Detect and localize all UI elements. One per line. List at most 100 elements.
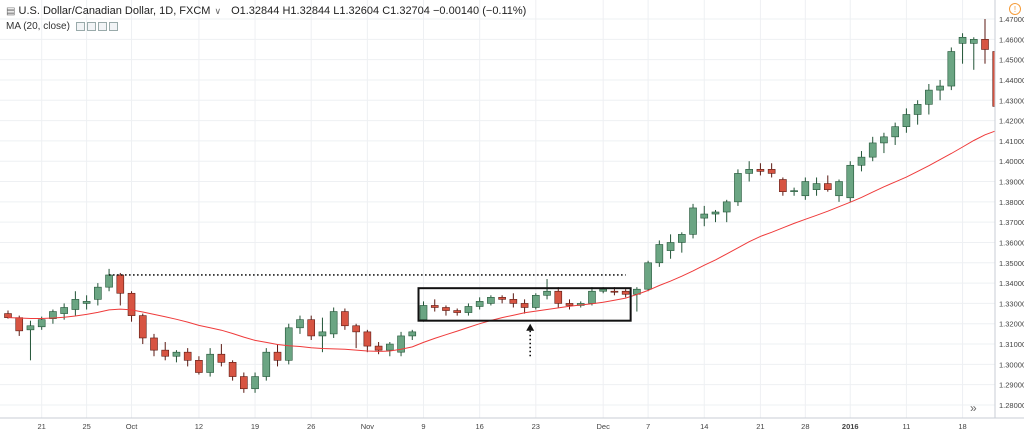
candle-body: [475, 301, 484, 307]
candle-body: [397, 335, 405, 353]
price-tick-label: 1.39000: [999, 178, 1024, 187]
more-icon[interactable]: [108, 22, 118, 31]
candle-body: [296, 319, 304, 329]
candle-body: [835, 181, 843, 197]
candle-body: [352, 325, 360, 333]
candle-body: [745, 169, 753, 174]
candle-body: [183, 351, 192, 361]
candle-body: [981, 39, 989, 50]
candle-body: [363, 331, 372, 347]
chart-grid: [0, 0, 995, 418]
candle-body: [307, 319, 316, 337]
price-axis-bg: [995, 0, 1024, 435]
candle-body: [442, 307, 450, 311]
candle-body: [509, 299, 518, 304]
candle-body: [823, 183, 832, 190]
time-tick-label: 7: [646, 422, 650, 431]
price-tick-label: 1.33000: [999, 299, 1024, 308]
time-tick-label: 26: [307, 422, 315, 431]
price-tick-label: 1.46000: [999, 35, 1024, 44]
candle-body: [880, 136, 888, 144]
candle-body: [734, 173, 742, 203]
time-tick-label: 25: [82, 422, 90, 431]
candle-body: [273, 351, 282, 361]
candle-body: [767, 169, 776, 174]
price-axis[interactable]: 1.28000 1.29000 1.30000 1.31000 1.32000 1.330…: [994, 0, 1024, 435]
price-tick-label: 1.38000: [999, 198, 1024, 207]
time-tick-label: Nov: [361, 422, 375, 431]
hide-icon[interactable]: [86, 22, 96, 31]
candle-body: [711, 211, 720, 215]
candle-body: [588, 290, 596, 304]
close-icon[interactable]: [97, 22, 107, 31]
scroll-to-end-icon[interactable]: »: [970, 401, 977, 415]
candle-body: [217, 353, 226, 363]
price-tick-label: 1.29000: [999, 381, 1024, 390]
candle-body: [689, 207, 697, 235]
symbol-row: ▤ U.S. Dollar/Canadian Dollar, 1D, FXCM …: [6, 4, 526, 19]
candle-body: [49, 311, 57, 319]
candle-body: [251, 376, 259, 390]
price-tick-label: 1.28000: [999, 401, 1024, 410]
price-tick-label: 1.34000: [999, 279, 1024, 288]
candle-body: [947, 51, 956, 87]
time-tick-label: Dec: [597, 422, 611, 431]
candlestick-series: [4, 19, 1012, 393]
candle-body: [318, 331, 327, 337]
candle-body: [700, 213, 709, 219]
candle-body: [913, 104, 922, 115]
time-tick-label: 16: [475, 422, 483, 431]
list-icon[interactable]: ▤: [6, 6, 16, 17]
chevron-down-icon[interactable]: ∨: [214, 6, 222, 16]
chart-legend: ▤ U.S. Dollar/Canadian Dollar, 1D, FXCM …: [6, 4, 526, 34]
info-icon[interactable]: !: [1009, 3, 1021, 15]
candle-body: [341, 311, 349, 327]
candle-body: [644, 262, 652, 290]
ohlc-low: L1.32604: [333, 5, 380, 17]
candle-body: [543, 290, 551, 296]
candle-body: [969, 39, 978, 44]
candle-body: [105, 274, 113, 288]
candle-body: [430, 305, 439, 308]
candle-body: [26, 325, 35, 331]
candle-body: [172, 351, 181, 357]
candle-body: [599, 288, 607, 292]
candle-body: [655, 244, 664, 264]
candle-body: [150, 337, 158, 351]
candle-body: [498, 297, 506, 300]
candle-body: [958, 36, 967, 44]
time-axis[interactable]: 21 25 Oct 12 19 26 Nov 9 16 23 Dec 7 14 21 28 2016 11 18: [0, 417, 1024, 431]
candle-body: [610, 290, 619, 293]
candle-body: [756, 169, 765, 172]
candle-body: [565, 303, 574, 306]
indicator-row: MA (20, close): [6, 19, 526, 34]
time-tick-label: 23: [532, 422, 540, 431]
time-tick-label: 9: [421, 422, 425, 431]
price-tick-label: 1.32000: [999, 320, 1024, 329]
candle-body: [677, 234, 686, 243]
time-tick-label: 14: [700, 422, 708, 431]
time-tick-label: 19: [251, 422, 259, 431]
candle-body: [520, 303, 529, 308]
candle-body: [195, 360, 203, 373]
price-tick-label: 1.40000: [999, 157, 1024, 166]
symbol-title[interactable]: U.S. Dollar/Canadian Dollar, 1D, FXCM: [18, 5, 211, 17]
candle-body: [4, 313, 12, 318]
price-tick-label: 1.37000: [999, 218, 1024, 227]
settings-icon[interactable]: [75, 22, 85, 31]
candle-body: [15, 317, 24, 332]
indicator-label[interactable]: MA (20, close): [6, 21, 70, 32]
candle-body: [419, 305, 428, 320]
candle-body: [329, 311, 338, 335]
candle-body: [374, 345, 383, 351]
price-tick-label: 1.41000: [999, 137, 1024, 146]
candle-body: [82, 301, 91, 304]
price-tick-label: 1.42000: [999, 117, 1024, 126]
candle-body: [127, 292, 136, 316]
ohlc-high: H1.32844: [282, 5, 331, 17]
price-tick-label: 1.43000: [999, 96, 1024, 105]
candle-body: [801, 181, 810, 197]
ohlc-change: −0.00140 (−0.11%): [432, 5, 527, 17]
time-tick-label: 2016: [842, 422, 859, 431]
